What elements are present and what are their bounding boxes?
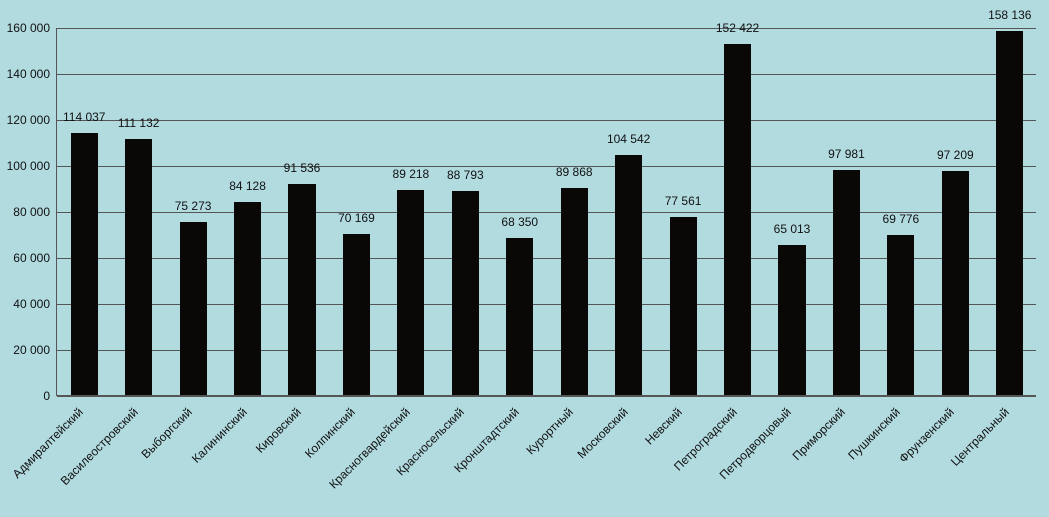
y-tick-label: 60 000 <box>2 251 50 265</box>
y-tick-label: 80 000 <box>2 205 50 219</box>
x-axis-labels: АдмиралтейскийВасилеостровскийВыборгский… <box>56 396 1036 517</box>
bar <box>833 170 860 395</box>
bar-value-label: 158 136 <box>950 8 1049 22</box>
bar <box>942 171 969 395</box>
bar <box>778 245 805 395</box>
y-tick-label: 100 000 <box>2 159 50 173</box>
bar <box>506 238 533 395</box>
y-tick-label: 20 000 <box>2 343 50 357</box>
bar-value-label: 152 422 <box>678 21 798 35</box>
bar-value-label: 111 132 <box>79 116 199 130</box>
bar <box>996 31 1023 395</box>
bar <box>71 133 98 395</box>
bar <box>397 190 424 395</box>
bar-value-label: 104 542 <box>569 132 689 146</box>
bar-value-label: 97 981 <box>786 147 906 161</box>
y-tick-label: 0 <box>2 389 50 403</box>
bar <box>724 44 751 395</box>
bar <box>343 234 370 395</box>
bar-value-label: 88 793 <box>405 168 525 182</box>
plot-area: 114 037111 13275 27384 12891 53670 16989… <box>56 28 1036 396</box>
district-bar-chart: 114 037111 13275 27384 12891 53670 16989… <box>0 0 1049 517</box>
bar <box>125 139 152 395</box>
y-tick-label: 120 000 <box>2 113 50 127</box>
bars-container: 114 037111 13275 27384 12891 53670 16989… <box>57 28 1036 395</box>
bar-value-label: 91 536 <box>242 161 362 175</box>
bar <box>615 155 642 395</box>
bar <box>887 235 914 395</box>
y-tick-label: 40 000 <box>2 297 50 311</box>
bar <box>561 188 588 395</box>
y-tick-label: 160 000 <box>2 21 50 35</box>
y-axis-ticks: 020 00040 00060 00080 000100 000120 0001… <box>0 28 50 396</box>
y-tick-label: 140 000 <box>2 67 50 81</box>
bar <box>670 217 697 395</box>
bar <box>180 222 207 395</box>
bar <box>234 202 261 395</box>
